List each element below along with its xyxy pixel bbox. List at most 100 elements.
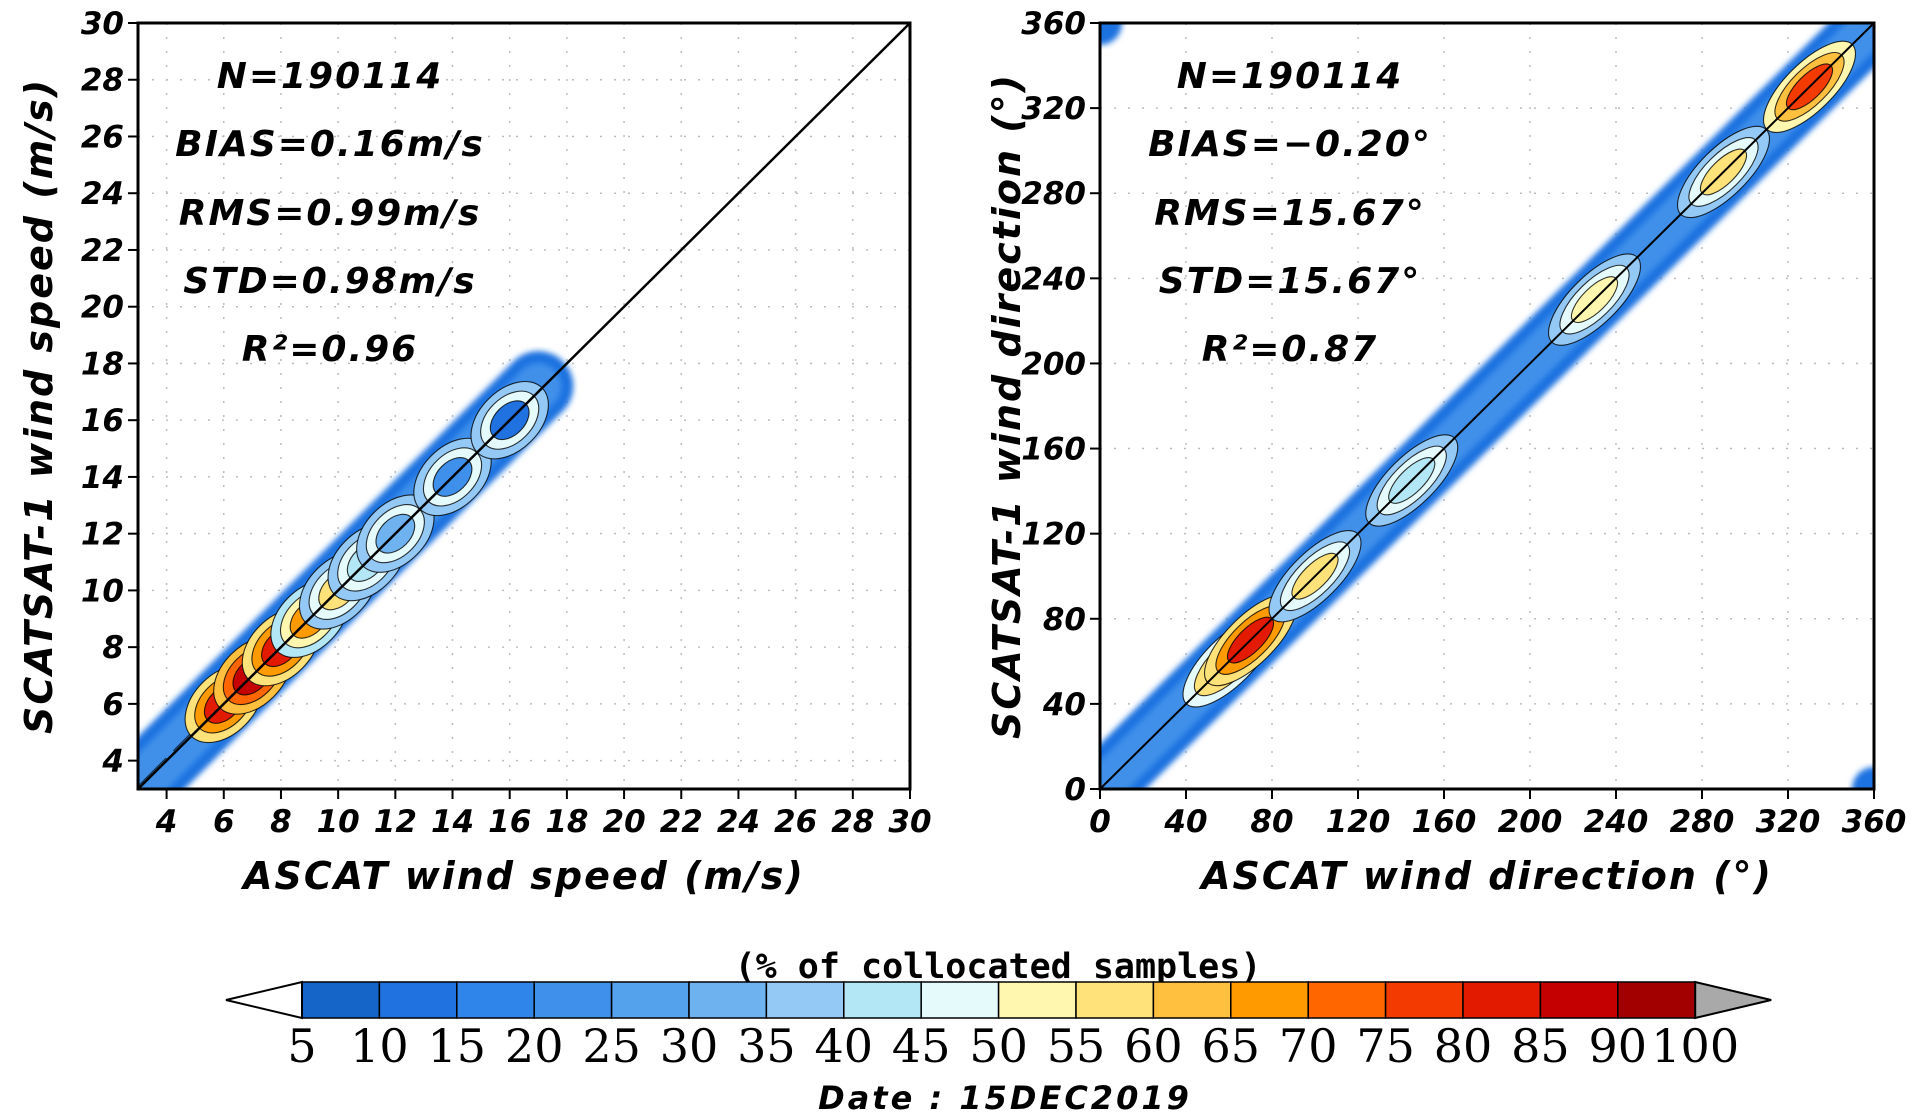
- wind-direction-stat-rms: RMS=15.67°: [1154, 193, 1426, 234]
- colorbar-tick-label: 45: [892, 1019, 951, 1073]
- wind-direction-x-tick-label: 360: [1842, 804, 1907, 840]
- wind-direction-plot-frame: [1098, 21, 1876, 791]
- wind-speed-stat-r2: R²=0.96: [242, 329, 418, 370]
- colorbar-tick-label: 70: [1279, 1019, 1338, 1073]
- colorbar-tick-label: 20: [505, 1019, 564, 1073]
- wind-direction-x-tick-label: 80: [1250, 804, 1293, 840]
- wind-speed-x-tick-label: 12: [374, 804, 417, 840]
- colorbar-cell: [1462, 981, 1542, 1019]
- wind-speed-stats: N=190114 BIAS=0.16m/s RMS=0.99m/s STD=0.…: [175, 56, 485, 370]
- wind-direction-y-tick-label: 40: [1042, 687, 1086, 723]
- colorbar-tick-label: 15: [428, 1019, 487, 1073]
- wind-direction-x-tick-label: 200: [1498, 804, 1563, 840]
- colorbar-tick-label: 25: [582, 1019, 641, 1073]
- colorbar-tick-label: 60: [1124, 1019, 1183, 1073]
- colorbar-tick-label: 55: [1047, 1019, 1106, 1073]
- colorbar-under-arrow: [225, 980, 303, 1020]
- wind-speed-x-tick-label: 30: [888, 804, 931, 840]
- colorbar-cell: [997, 981, 1077, 1019]
- wind-direction-y-tick-label: 80: [1043, 602, 1086, 638]
- wind-direction-x-tick-label: 320: [1756, 804, 1821, 840]
- colorbar-cell: [688, 981, 768, 1019]
- wind-direction-y-tick-label: 280: [1021, 176, 1086, 212]
- wind-speed-x-tick-label: 22: [660, 804, 703, 840]
- wind-speed-x-tick-label: 8: [270, 804, 292, 840]
- wind-speed-y-tick-label: 26: [81, 119, 124, 155]
- wind-direction-one-to-one-line: [1099, 22, 1875, 790]
- colorbar-cell: [1539, 981, 1619, 1019]
- colorbar-cell: [1384, 981, 1464, 1019]
- wind-direction-x-tick-label: 40: [1163, 804, 1207, 840]
- colorbar-cell: [301, 981, 381, 1019]
- wind-speed-y-tick-label: 14: [81, 460, 124, 496]
- wind-speed-y-tick-label: 4: [101, 744, 124, 780]
- wind-direction-x-axis-label: ASCAT wind direction (°): [1198, 854, 1773, 898]
- colorbar-cell: [378, 981, 458, 1019]
- wind-speed-stat-n: N=190114: [217, 56, 444, 97]
- colorbar-cell: [456, 981, 535, 1019]
- colorbar-tick-label: 85: [1511, 1019, 1570, 1073]
- wind-direction-y-ticks: 0 40 80 120 160 200 240 280 320 360: [1021, 6, 1100, 808]
- wind-speed-y-tick-label: 8: [102, 630, 124, 666]
- wind-speed-y-tick-label: 24: [81, 176, 124, 212]
- wind-direction-y-tick-label: 120: [1021, 517, 1086, 553]
- wind-speed-y-tick-label: 16: [81, 403, 124, 439]
- wind-speed-y-tick-label: 28: [81, 63, 124, 99]
- wind-direction-y-axis-label: SCATSAT-1 wind direction (°): [985, 73, 1029, 739]
- colorbar-cell: [843, 981, 922, 1019]
- wind-direction-stat-n: N=190114: [1177, 56, 1404, 97]
- wind-speed-x-ticks: 4 6 8 10 12 14 16 18 20 22 24 26 28 30: [155, 789, 932, 840]
- colorbar-cell: [1617, 981, 1696, 1019]
- wind-direction-density-corner: [1100, 23, 1122, 45]
- colorbar-tick-label: 35: [737, 1019, 796, 1073]
- wind-speed-x-tick-label: 28: [831, 804, 874, 840]
- wind-speed-y-tick-label: 20: [81, 290, 124, 326]
- wind-speed-panel: 4 6 8 10 12 14 16 18 20 22 24 26 28 30 46810121416182…: [17, 6, 932, 898]
- wind-speed-x-axis-label: ASCAT wind speed (m/s): [240, 854, 805, 898]
- wind-direction-stat-std: STD=15.67°: [1159, 261, 1421, 302]
- wind-speed-y-tick-label: 22: [81, 233, 124, 269]
- colorbar-tick-label: 5: [287, 1019, 316, 1073]
- colorbar-tick-label: 65: [1202, 1019, 1261, 1073]
- colorbar: (% of collocated samples) 5 10 15 20 25 30 35 4…: [225, 947, 1772, 1073]
- wind-direction-x-tick-label: 240: [1584, 804, 1649, 840]
- wind-speed-x-tick-label: 16: [488, 804, 531, 840]
- wind-direction-x-tick-label: 0: [1089, 804, 1111, 840]
- date-label: Date : 15DEC2019: [818, 1079, 1192, 1112]
- colorbar-cell: [1152, 981, 1232, 1019]
- wind-speed-x-tick-label: 14: [431, 804, 474, 840]
- colorbar-tick-label: 90: [1589, 1019, 1648, 1073]
- colorbar-cell: [1230, 981, 1309, 1019]
- wind-speed-one-to-one-line: [137, 22, 911, 790]
- wind-direction-x-tick-label: 160: [1412, 804, 1477, 840]
- wind-speed-y-axis-label: SCATSAT-1 wind speed (m/s): [17, 78, 61, 734]
- wind-speed-gridlines: [138, 23, 910, 789]
- wind-direction-y-tick-label: 360: [1021, 6, 1086, 42]
- colorbar-tick-label: 50: [969, 1019, 1028, 1073]
- wind-speed-x-tick-label: 6: [213, 804, 235, 840]
- wind-direction-y-tick-label: 320: [1021, 91, 1086, 127]
- colorbar-cell: [1307, 981, 1387, 1019]
- wind-direction-y-tick-label: 240: [1021, 261, 1086, 297]
- wind-direction-y-tick-label: 200: [1021, 346, 1086, 382]
- colorbar-labels: 5 10 15 20 25 30 35 40 45 50 55 60 65 70 75 80 85 90 100: [287, 1019, 1739, 1073]
- wind-speed-stat-bias: BIAS=0.16m/s: [175, 124, 485, 165]
- colorbar-title: (% of collocated samples): [735, 947, 1262, 987]
- wind-direction-density-corner: [1852, 767, 1874, 789]
- wind-direction-x-tick-label: 120: [1326, 804, 1391, 840]
- wind-direction-x-tick-label: 280: [1670, 804, 1735, 840]
- wind-speed-y-ticks: 4 6 8 10 12 14 16 18 20 22 24 26 28 30: [81, 6, 138, 780]
- colorbar-tick-label: 100: [1651, 1019, 1739, 1073]
- colorbar-cell: [765, 981, 845, 1019]
- wind-speed-x-tick-label: 20: [603, 804, 646, 840]
- colorbar-tick-label: 10: [350, 1019, 409, 1073]
- wind-direction-x-ticks: 0 40 80 120 160 200 240 280 320 360: [1089, 789, 1906, 840]
- colorbar-cell: [533, 981, 613, 1019]
- wind-speed-x-tick-label: 24: [717, 804, 760, 840]
- wind-speed-x-tick-label: 10: [317, 804, 360, 840]
- wind-speed-x-tick-label: 26: [774, 804, 817, 840]
- wind-speed-y-tick-label: 18: [81, 346, 124, 382]
- colorbar-cell: [610, 981, 690, 1019]
- colorbar-over-arrow: [1694, 980, 1772, 1020]
- wind-direction-stats: N=190114 BIAS=−0.20° RMS=15.67° STD=15.6…: [1148, 56, 1430, 370]
